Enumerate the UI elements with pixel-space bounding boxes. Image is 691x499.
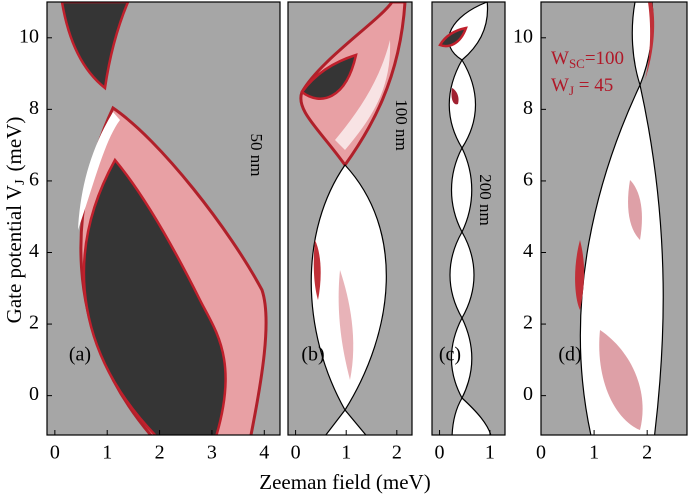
x-tick-label: 1	[102, 442, 112, 464]
x-tick-label: 2	[642, 442, 652, 464]
panel-a-map	[47, 2, 280, 435]
x-tick-label: 4	[259, 442, 269, 464]
x-tick-label: 1	[589, 442, 599, 464]
parameter-value: =100	[585, 48, 624, 69]
panel-b-map	[288, 2, 412, 435]
x-axis-label: Zeeman field (meV)	[259, 470, 430, 494]
parameter-value: = 45	[574, 75, 613, 96]
parameter-symbol: W	[551, 48, 569, 69]
y-tick-label: 2	[29, 312, 39, 334]
width-annotation: 200 nm	[476, 174, 495, 225]
x-tick-label: 0	[291, 442, 301, 464]
panel-label: (d)	[558, 344, 581, 366]
panel-label: (b)	[301, 344, 324, 366]
x-tick-label: 3	[207, 442, 217, 464]
y-tick-label: 2	[523, 312, 533, 334]
y-tick-label: 0	[523, 383, 533, 405]
x-tick-label: 0	[435, 442, 445, 464]
y-axis-label-text: Gate potential V	[2, 185, 26, 323]
panel-label: (c)	[439, 344, 461, 366]
parameter-annotation: WSC=100	[551, 48, 624, 71]
panel-label: (a)	[69, 344, 91, 366]
panel-frame	[540, 1, 688, 436]
y-tick-label: 10	[513, 25, 533, 47]
x-tick-label: 1	[485, 442, 495, 464]
y-tick-label: 8	[29, 97, 39, 119]
x-tick-label: 2	[155, 442, 165, 464]
parameter-subscript: SC	[569, 56, 585, 71]
x-tick-label: 0	[50, 442, 60, 464]
y-tick-label: 8	[523, 97, 533, 119]
parameter-annotation: WJ = 45	[551, 75, 613, 98]
x-tick-label: 1	[341, 442, 351, 464]
panel-c-map	[432, 2, 505, 435]
y-tick-label: 4	[29, 240, 39, 262]
y-tick-label: 6	[523, 169, 533, 191]
parameter-subscript: J	[569, 83, 574, 98]
panel-frame	[431, 1, 506, 436]
panel-frame	[46, 1, 281, 436]
y-tick-label: 4	[523, 240, 533, 262]
x-tick-label: 0	[536, 442, 546, 464]
parameter-symbol: W	[551, 75, 569, 96]
y-tick-label: 6	[29, 169, 39, 191]
width-annotation: 50 nm	[247, 134, 266, 177]
panel-frame	[287, 1, 413, 436]
y-axis-label-subscript: J	[13, 179, 28, 185]
y-axis-label-unit: (meV)	[2, 117, 26, 172]
y-tick-label: 0	[29, 383, 39, 405]
panel-d-map	[541, 2, 687, 435]
y-axis-label: Gate potential VJ (meV)	[2, 117, 28, 324]
x-tick-label: 2	[392, 442, 402, 464]
y-tick-label: 10	[19, 25, 39, 47]
width-annotation: 100 nm	[392, 99, 411, 150]
